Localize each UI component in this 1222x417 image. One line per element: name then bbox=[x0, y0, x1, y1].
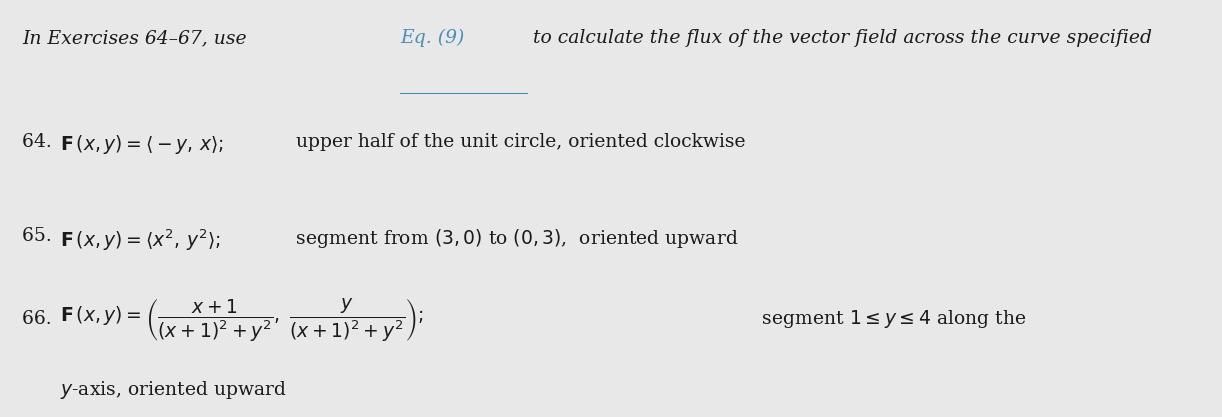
Text: $\mathbf{F}\,(x, y) = \langle -y,\, x\rangle;$: $\mathbf{F}\,(x, y) = \langle -y,\, x\ra… bbox=[60, 133, 224, 156]
Text: Eq. (9): Eq. (9) bbox=[401, 29, 464, 48]
Text: $y$-axis, oriented upward: $y$-axis, oriented upward bbox=[60, 379, 287, 401]
Text: segment from $(3, 0)$ to $(0, 3)$,  oriented upward: segment from $(3, 0)$ to $(0, 3)$, orien… bbox=[284, 227, 738, 250]
Text: $\mathbf{F}\,(x, y) = \langle x^2,\, y^2\rangle;$: $\mathbf{F}\,(x, y) = \langle x^2,\, y^2… bbox=[60, 227, 220, 253]
Text: 65.: 65. bbox=[22, 227, 61, 245]
Text: to calculate the flux of the vector field across the curve specified: to calculate the flux of the vector fiel… bbox=[528, 29, 1152, 47]
Text: In Exercises 64–67, use: In Exercises 64–67, use bbox=[22, 29, 253, 47]
Text: $\mathbf{F}\,(x, y) = \left(\dfrac{x+1}{(x+1)^2+y^2},\ \dfrac{y}{(x+1)^2+y^2}\ri: $\mathbf{F}\,(x, y) = \left(\dfrac{x+1}{… bbox=[60, 296, 424, 342]
Text: 64.: 64. bbox=[22, 133, 61, 151]
Text: upper half of the unit circle, oriented clockwise: upper half of the unit circle, oriented … bbox=[284, 133, 745, 151]
Text: 66.: 66. bbox=[22, 310, 61, 328]
Text: segment $1 \leq y \leq 4$ along the: segment $1 \leq y \leq 4$ along the bbox=[750, 308, 1026, 330]
